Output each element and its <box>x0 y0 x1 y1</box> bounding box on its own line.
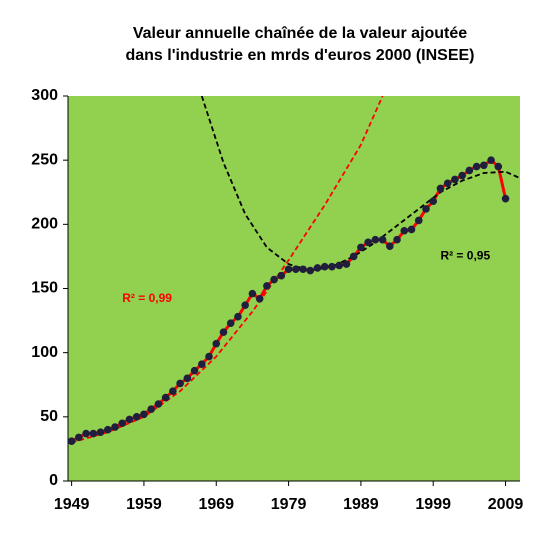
data-point <box>371 235 380 244</box>
data-point <box>342 260 351 268</box>
annotation: R² = 0,99 <box>122 291 172 305</box>
data-point <box>306 266 315 275</box>
data-point <box>140 410 148 419</box>
data-point <box>349 252 358 261</box>
y-tick-label: 200 <box>31 216 58 233</box>
data-point <box>299 265 307 274</box>
data-point <box>472 162 481 171</box>
chart-title: dans l'industrie en mrds d'euros 2000 (I… <box>125 47 474 64</box>
data-point <box>494 162 503 171</box>
data-point <box>68 437 76 446</box>
data-point <box>501 194 510 203</box>
annotation: R² = 0,95 <box>440 249 490 263</box>
x-tick-label: 1949 <box>54 496 90 513</box>
data-point <box>429 197 438 206</box>
data-point <box>169 387 177 395</box>
data-point <box>154 400 163 408</box>
data-point <box>96 428 105 437</box>
data-point <box>451 175 459 184</box>
data-point <box>270 275 278 284</box>
x-tick-label: 1969 <box>198 496 234 513</box>
data-point <box>407 225 416 234</box>
x-tick-label: 1989 <box>343 496 379 513</box>
data-point <box>277 271 286 280</box>
data-point <box>414 216 423 225</box>
x-tick-label: 2009 <box>488 496 524 513</box>
data-point <box>487 156 495 164</box>
x-tick-label: 1999 <box>415 496 451 513</box>
data-point <box>378 235 387 244</box>
data-point <box>357 243 365 252</box>
data-point <box>328 262 336 271</box>
data-point <box>132 413 141 421</box>
data-point <box>89 429 98 438</box>
x-tick-label: 1959 <box>126 496 162 513</box>
data-point <box>400 226 409 235</box>
data-point <box>436 184 445 193</box>
data-point <box>205 352 213 361</box>
data-point <box>219 328 228 336</box>
data-point <box>82 429 90 438</box>
x-tick-label: 1979 <box>271 496 307 513</box>
y-tick-label: 300 <box>31 87 58 104</box>
data-point <box>241 301 249 309</box>
data-point <box>292 265 300 274</box>
y-tick-label: 0 <box>49 472 58 489</box>
data-point <box>190 366 199 375</box>
y-tick-label: 250 <box>31 151 58 168</box>
data-point <box>103 425 112 434</box>
data-point <box>197 360 206 369</box>
data-point <box>75 433 83 442</box>
data-point <box>263 282 271 290</box>
data-point <box>234 312 242 321</box>
plot-content <box>68 96 520 446</box>
data-point <box>147 405 155 413</box>
data-point <box>284 265 293 274</box>
data-point <box>118 419 127 428</box>
data-point <box>335 261 344 270</box>
plot-area <box>68 96 520 481</box>
data-point <box>313 264 322 272</box>
data-point <box>226 319 235 327</box>
data-point <box>465 166 474 175</box>
y-tick-label: 150 <box>31 280 58 297</box>
data-point <box>255 294 264 303</box>
data-point <box>480 161 488 170</box>
data-point <box>422 205 430 213</box>
data-point <box>386 242 394 250</box>
data-point <box>393 235 401 244</box>
data-point <box>443 179 452 188</box>
data-point <box>161 393 170 402</box>
chart-title: Valeur annuelle chaînée de la valeur ajo… <box>133 25 467 42</box>
data-point <box>248 289 257 298</box>
data-point <box>111 423 119 431</box>
data-point <box>364 238 372 247</box>
data-point <box>125 415 134 424</box>
data-point <box>458 171 466 180</box>
data-point <box>212 339 221 348</box>
data-point <box>320 262 329 271</box>
y-tick-label: 100 <box>31 344 58 361</box>
trend-line <box>71 96 384 444</box>
data-point <box>176 379 184 388</box>
trend-line <box>200 96 520 272</box>
y-tick-label: 50 <box>40 408 58 425</box>
data-point <box>183 374 192 383</box>
